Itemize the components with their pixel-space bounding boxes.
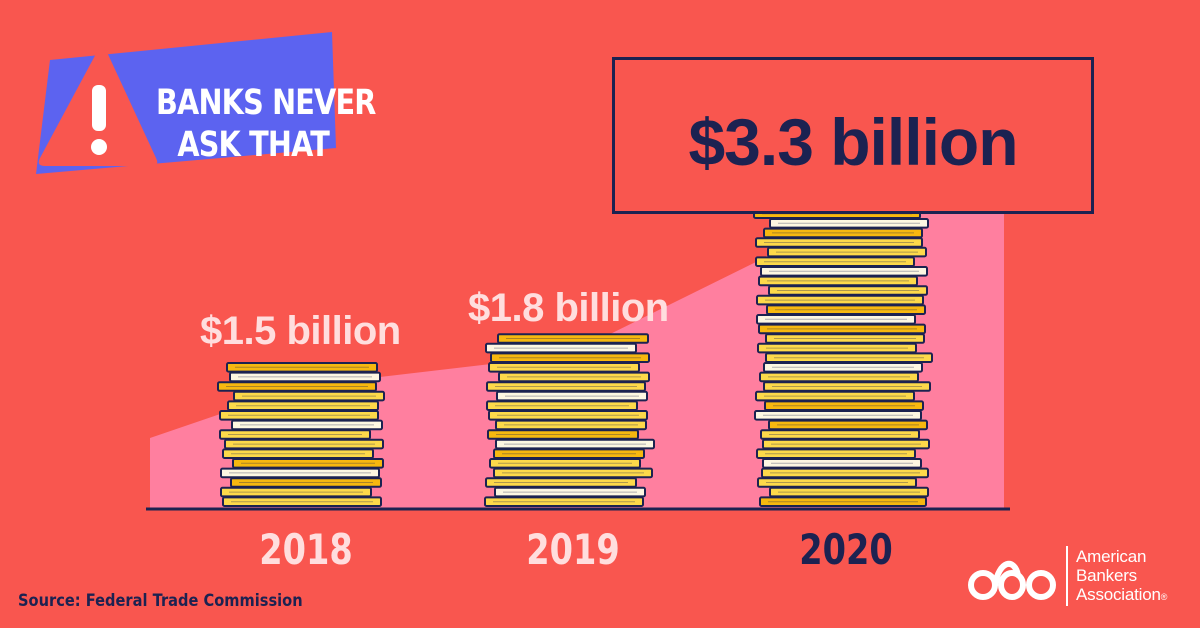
logo-line-1: American [1076, 547, 1147, 566]
coin-stack-2020 [753, 198, 933, 507]
value-label-2019: $1.8 billion [468, 286, 669, 330]
logo-line-3: Association [1076, 585, 1161, 604]
year-label-2019: 2019 [526, 525, 620, 574]
registered-mark: ® [1160, 592, 1168, 602]
year-label-2018: 2018 [259, 525, 353, 574]
logo-divider [1066, 546, 1068, 606]
badge-line-1: BANKS NEVER [156, 83, 376, 123]
logo-line-2: Bankers [1076, 566, 1137, 585]
coin [497, 333, 649, 344]
source-note: Source: Federal Trade Commission [18, 591, 303, 611]
coin [226, 362, 378, 373]
banks-never-ask-that-badge: BANKS NEVER ASK THAT [28, 30, 376, 176]
value-label-2020: $3.3 billion [688, 105, 1018, 179]
coin-stack-2018 [217, 362, 385, 507]
aba-logo-icon [968, 560, 1056, 600]
badge-line-2: ASK THAT [177, 125, 330, 165]
coin-stack-2019 [484, 333, 655, 507]
coin-stacks [217, 198, 933, 507]
aba-logo-wordmark: American Bankers Association® [1076, 547, 1167, 607]
highlight-value-box: $3.3 billion [612, 57, 1094, 214]
year-label-2020: 2020 [799, 525, 893, 574]
value-label-2018: $1.5 billion [200, 309, 401, 353]
warning-exclamation-icon [38, 46, 158, 166]
